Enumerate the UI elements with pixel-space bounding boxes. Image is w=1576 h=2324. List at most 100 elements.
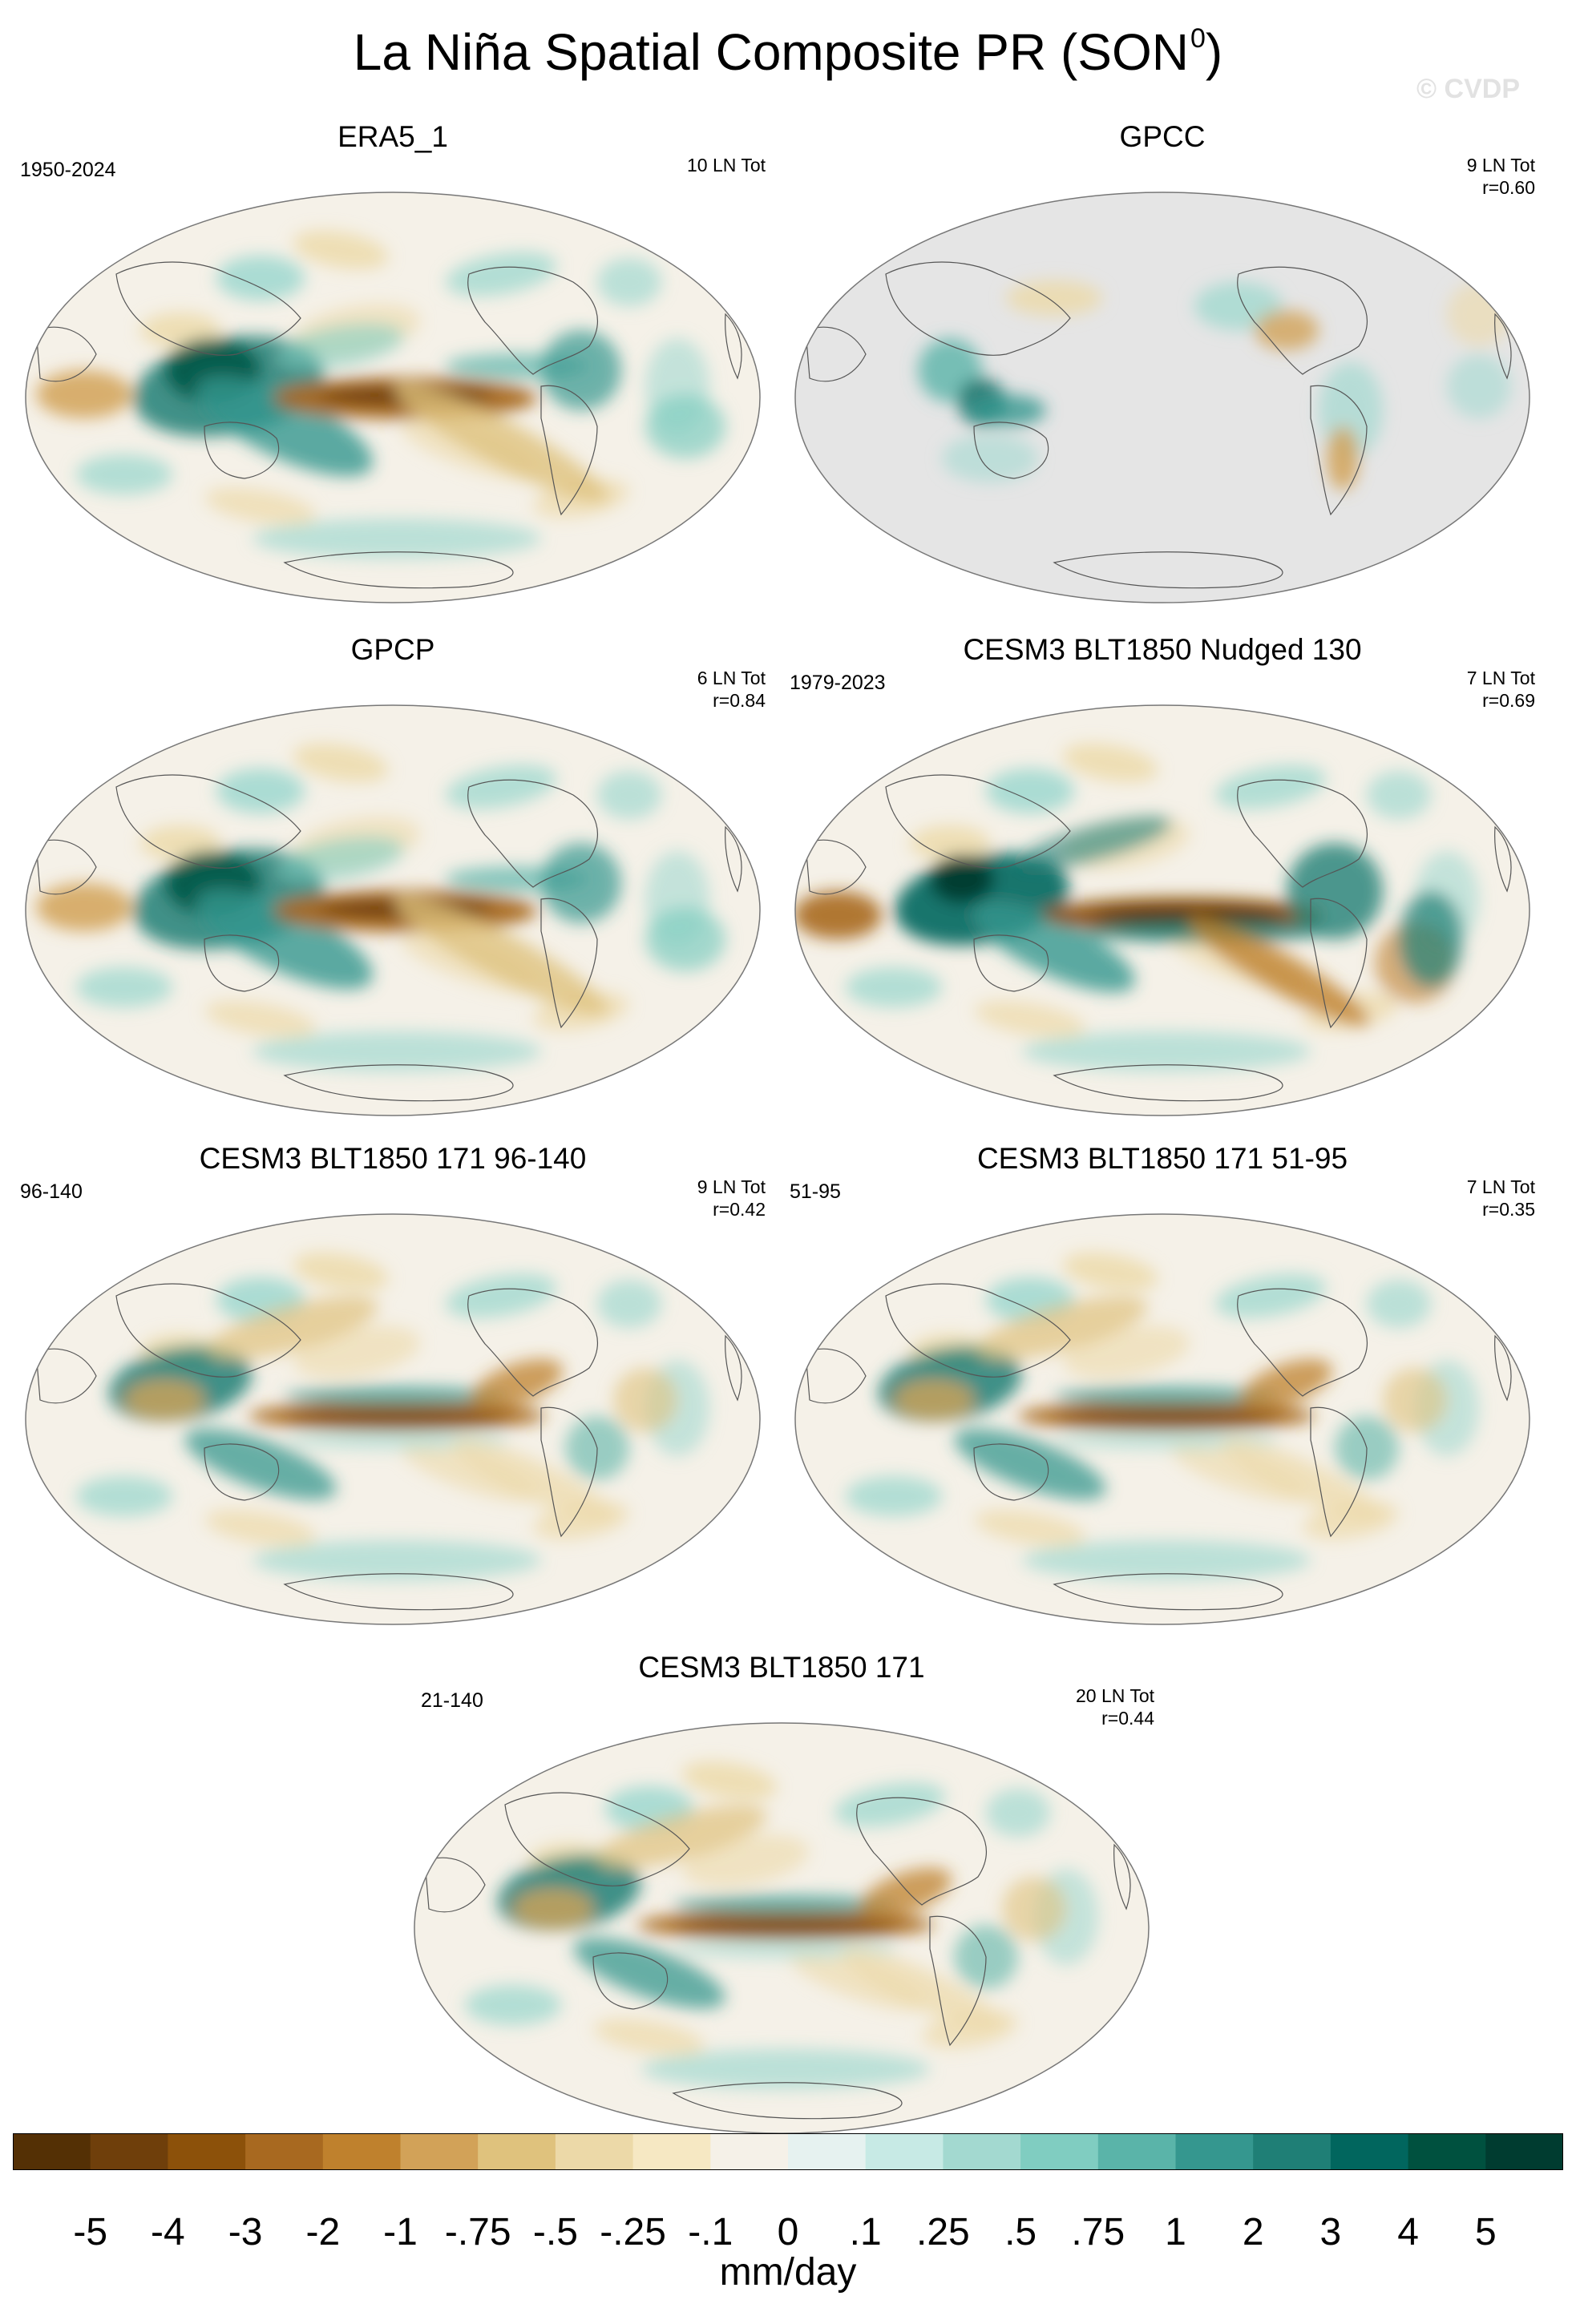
precip-anomaly-blob bbox=[841, 1947, 1003, 2031]
precip-anomaly-blob bbox=[1016, 816, 1172, 870]
map-field bbox=[414, 1723, 1149, 2133]
precip-anomaly-blob bbox=[846, 967, 942, 1007]
map-gpcp bbox=[25, 704, 761, 1116]
panel-stat-count: 7 LN Tot bbox=[1466, 668, 1535, 688]
figure-title-close: ) bbox=[1205, 23, 1223, 81]
precip-anomaly-blob bbox=[253, 1540, 541, 1580]
colorbar-swatch bbox=[1253, 2133, 1332, 2170]
panel-stat-corr: r=0.44 bbox=[1101, 1708, 1154, 1729]
precip-anomaly-blob bbox=[124, 1380, 204, 1420]
precip-anomaly-blob bbox=[76, 454, 172, 494]
precip-anomaly-blob bbox=[1287, 843, 1383, 939]
colorbar-tick-label: .1 bbox=[849, 2211, 882, 2253]
map-cesm3-96-140 bbox=[25, 1213, 761, 1625]
precip-anomaly-blob bbox=[1062, 743, 1158, 783]
coastline bbox=[283, 551, 514, 589]
colorbar-tick-label: .75 bbox=[1071, 2211, 1125, 2253]
colorbar bbox=[13, 2133, 1563, 2170]
colorbar-tick-label: -4 bbox=[151, 2211, 185, 2253]
map-background bbox=[795, 192, 1530, 603]
map-border bbox=[25, 1213, 761, 1625]
precip-anomaly-blob bbox=[1222, 1438, 1384, 1522]
colorbar-swatch bbox=[168, 2133, 246, 2170]
precip-anomaly-blob bbox=[1327, 426, 1359, 490]
precip-anomaly-blob bbox=[394, 895, 608, 1015]
coastline bbox=[1237, 266, 1368, 375]
precip-anomaly-blob bbox=[597, 258, 661, 306]
precip-anomaly-blob bbox=[645, 907, 725, 971]
coastline bbox=[467, 266, 598, 375]
precip-anomaly-blob bbox=[596, 1805, 767, 1869]
map-anomaly-layer bbox=[465, 1761, 1098, 2089]
precip-anomaly-blob bbox=[216, 769, 305, 813]
precip-anomaly-blob bbox=[1367, 1280, 1431, 1328]
coastline bbox=[467, 1288, 598, 1397]
coastline bbox=[973, 934, 1049, 992]
panel-cesm3-nudged: CESM3 BLT1850 Nudged 130 1979-2023 7 LN … bbox=[790, 633, 1535, 1122]
precip-anomaly-blob bbox=[285, 1411, 509, 1424]
precip-anomaly-blob bbox=[465, 1985, 561, 2025]
precip-anomaly-blob bbox=[253, 518, 541, 559]
colorbar-tick-label: -2 bbox=[305, 2211, 341, 2253]
panel-cesm3-171: CESM3 BLT1850 171 21-140 20 LN Tot r=0.44 bbox=[409, 1651, 1154, 2140]
map-anomaly-layer bbox=[36, 230, 725, 559]
precip-anomaly-blob bbox=[1054, 1386, 1279, 1406]
precip-anomaly-blob bbox=[216, 256, 305, 301]
coastline bbox=[1494, 825, 1512, 893]
colorbar-swatch bbox=[1408, 2133, 1486, 2170]
precip-anomaly-blob bbox=[184, 1428, 337, 1500]
coastline bbox=[885, 774, 1071, 869]
panel-stat-count: 9 LN Tot bbox=[1466, 155, 1535, 176]
figure-title-superscript: 0 bbox=[1190, 23, 1206, 54]
panel-stat-corr: r=0.35 bbox=[1482, 1199, 1535, 1220]
colorbar-tick-label: -.1 bbox=[688, 2211, 733, 2253]
panel-cesm3-51-95: CESM3 BLT1850 171 51-95 51-95 7 LN Tot r=… bbox=[790, 1142, 1535, 1631]
map-border bbox=[25, 192, 761, 603]
precip-anomaly-blob bbox=[293, 1252, 389, 1292]
colorbar-tick-label: -1 bbox=[383, 2211, 418, 2253]
precip-anomaly-blob bbox=[293, 743, 389, 783]
precip-anomaly-blob bbox=[285, 1386, 509, 1406]
precip-anomaly-blob bbox=[673, 1920, 898, 1933]
precip-anomaly-blob bbox=[1240, 1358, 1333, 1410]
coastline bbox=[725, 1334, 742, 1402]
panel-stats: 9 LN Tot r=0.42 bbox=[697, 1176, 766, 1221]
map-border bbox=[794, 704, 1530, 1116]
colorbar-swatch bbox=[1020, 2133, 1099, 2170]
precip-anomaly-blob bbox=[1022, 1540, 1311, 1580]
colorbar-tick-label: 2 bbox=[1242, 2211, 1264, 2253]
map-anomaly-layer bbox=[846, 1252, 1479, 1580]
map-anomaly-layer bbox=[36, 743, 725, 1071]
panel-period: 96-140 bbox=[20, 1180, 83, 1203]
precip-anomaly-blob bbox=[401, 1442, 537, 1503]
panel-title: CESM3 BLT1850 171 bbox=[638, 1651, 925, 1684]
precip-anomaly-blob bbox=[974, 1000, 1086, 1039]
precip-anomaly-blob bbox=[973, 902, 1135, 993]
precip-anomaly-blob bbox=[541, 330, 621, 410]
colorbar-swatch bbox=[1097, 2133, 1176, 2170]
map-cesm3-51-95 bbox=[794, 1213, 1530, 1625]
precip-anomaly-blob bbox=[1062, 1252, 1158, 1292]
colorbar-swatch bbox=[788, 2133, 867, 2170]
coastline bbox=[1310, 385, 1368, 516]
coastline bbox=[504, 1792, 690, 1886]
coastline bbox=[885, 261, 1071, 356]
colorbar-tick-label: 5 bbox=[1474, 2211, 1497, 2253]
coastline bbox=[1053, 551, 1283, 589]
panel-stats: 10 LN Tot bbox=[687, 154, 766, 176]
precip-anomaly-blob bbox=[445, 1273, 557, 1318]
panel-stat-corr: r=0.69 bbox=[1482, 690, 1535, 711]
precip-anomaly-blob bbox=[140, 825, 220, 861]
precip-anomaly-blob bbox=[36, 883, 132, 931]
panel-stat-count: 10 LN Tot bbox=[686, 155, 766, 176]
colorbar-tick-label: .5 bbox=[1004, 2211, 1037, 2253]
precip-anomaly-blob bbox=[790, 1951, 926, 2011]
precip-anomaly-blob bbox=[196, 376, 374, 477]
panel-stat-corr: r=0.84 bbox=[713, 690, 766, 711]
precip-anomaly-blob bbox=[1447, 354, 1511, 418]
precip-anomaly-blob bbox=[394, 382, 608, 502]
coastline bbox=[1053, 1573, 1283, 1611]
precip-anomaly-blob bbox=[966, 394, 1046, 426]
coastline bbox=[885, 1283, 1071, 1378]
coastline bbox=[1113, 1843, 1131, 1910]
